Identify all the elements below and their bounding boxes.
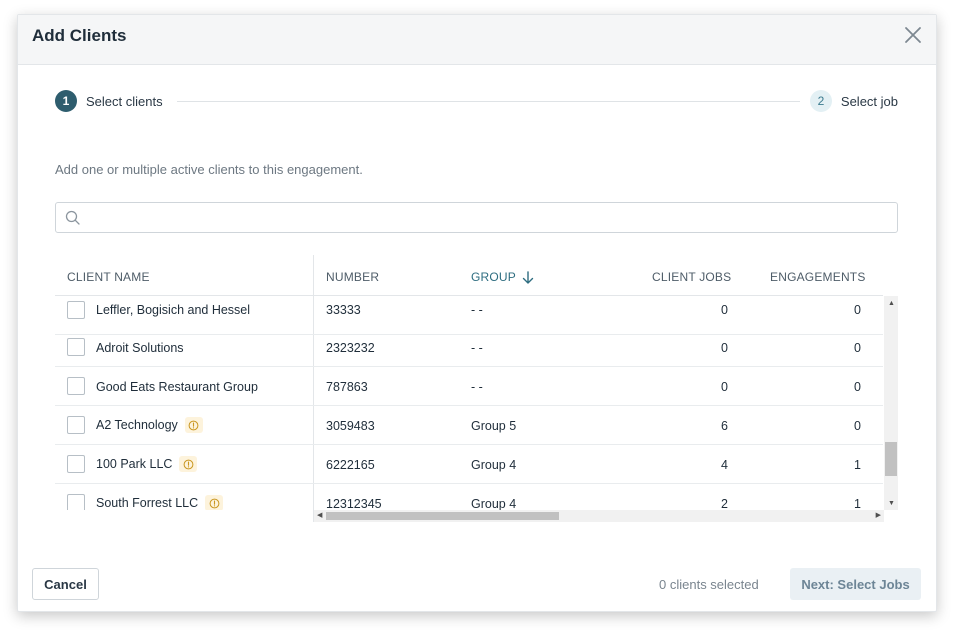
engagements-count: 0 (854, 380, 861, 394)
client-jobs-count: 0 (721, 380, 728, 394)
client-number: 3059483 (326, 419, 375, 433)
column-header-number[interactable]: NUMBER (326, 270, 380, 284)
client-name-cell: Leffler, Bogisich and Hessel (96, 303, 250, 317)
column-header-client-name[interactable]: CLIENT NAME (67, 270, 150, 284)
step-select-clients: 1 Select clients (55, 90, 163, 112)
row-checkbox[interactable] (67, 338, 85, 356)
client-group: - - (471, 380, 483, 394)
client-name: South Forrest LLC (96, 496, 199, 510)
column-header-engagements[interactable]: ENGAGEMENTS (770, 270, 866, 284)
modal-title: Add Clients (32, 26, 127, 45)
client-number: 12312345 (326, 497, 382, 510)
engagements-count: 1 (854, 458, 861, 472)
row-checkbox[interactable] (67, 494, 85, 510)
clients-table: CLIENT NAME NUMBER GROUP CLIENT JOBS ENG… (55, 255, 898, 522)
search-box[interactable] (55, 202, 898, 233)
row-checkbox[interactable] (67, 377, 85, 395)
close-icon (905, 27, 921, 43)
next-select-jobs-button[interactable]: Next: Select Jobs (790, 568, 921, 600)
client-group: Group 5 (471, 419, 517, 433)
table-row[interactable]: Adroit Solutions 2323232 - - 0 0 (55, 328, 883, 367)
engagements-count: 0 (854, 303, 861, 317)
add-clients-modal: Add Clients 1 Select clients 2 Select jo… (17, 14, 937, 612)
scroll-down-arrow-icon[interactable]: ▼ (888, 500, 895, 507)
scroll-left-arrow-icon[interactable]: ◀ (317, 512, 323, 519)
horizontal-scroll-thumb[interactable] (326, 512, 559, 520)
client-name-cell: A2 Technology (96, 417, 203, 433)
table-row[interactable]: Good Eats Restaurant Group 787863 - - 0 … (55, 367, 883, 406)
table-row[interactable]: South Forrest LLC 12312345 Group 4 2 1 (55, 484, 883, 510)
client-name: Leffler, Bogisich and Hessel (96, 303, 251, 317)
scroll-right-arrow-icon[interactable]: ▶ (875, 512, 881, 519)
client-name-cell: Adroit Solutions (96, 341, 184, 355)
client-group: Group 4 (471, 458, 517, 472)
client-jobs-count: 4 (721, 458, 728, 472)
selected-count-text: 0 clients selected (659, 577, 759, 592)
column-divider (313, 255, 314, 522)
client-jobs-count: 2 (721, 497, 728, 510)
client-group: Group 4 (471, 497, 517, 510)
warning-badge[interactable] (205, 495, 224, 510)
arrow-down-icon (522, 270, 534, 284)
step-label: Select job (840, 93, 898, 109)
table-body: Leffler, Bogisich and Hessel 33333 - - 0… (55, 296, 883, 510)
cancel-button[interactable]: Cancel (32, 568, 99, 600)
client-number: 6222165 (326, 458, 375, 472)
client-name-cell: South Forrest LLC (96, 495, 224, 510)
client-name: Adroit Solutions (96, 341, 184, 355)
table-row[interactable]: 100 Park LLC 6222165 Group 4 4 1 (55, 445, 883, 484)
warning-badge[interactable] (184, 417, 203, 433)
column-header-client-jobs[interactable]: CLIENT JOBS (652, 270, 732, 284)
client-number: 2323232 (326, 341, 375, 355)
row-checkbox[interactable] (67, 416, 85, 434)
client-jobs-count: 6 (721, 419, 728, 433)
close-button[interactable] (903, 25, 923, 45)
table-row[interactable]: Leffler, Bogisich and Hessel 33333 - - 0… (55, 296, 883, 335)
search-icon (65, 210, 80, 225)
table-row[interactable]: A2 Technology 3059483 Group 5 6 0 (55, 406, 883, 445)
client-group: - - (471, 341, 483, 355)
row-checkbox[interactable] (67, 455, 85, 473)
column-header-group-label: GROUP (471, 270, 517, 284)
warning-badge[interactable] (179, 456, 198, 472)
client-name: Good Eats Restaurant Group (96, 380, 258, 394)
row-checkbox[interactable] (67, 301, 85, 319)
client-name-cell: Good Eats Restaurant Group (96, 380, 258, 394)
step-number: 2 (809, 90, 832, 112)
client-name: 100 Park LLC (96, 457, 173, 471)
client-number: 33333 (326, 303, 361, 317)
scroll-up-arrow-icon[interactable]: ▲ (888, 300, 895, 307)
client-number: 787863 (326, 380, 368, 394)
client-name-cell: 100 Park LLC (96, 456, 198, 472)
table-header: CLIENT NAME NUMBER GROUP CLIENT JOBS ENG… (55, 255, 883, 296)
column-header-group[interactable]: GROUP (471, 270, 534, 284)
stepper-line (177, 101, 800, 102)
stepper: 1 Select clients 2 Select job (55, 90, 898, 112)
step-number: 1 (55, 90, 77, 112)
step-label: Select clients (86, 93, 163, 109)
engagements-count: 0 (854, 341, 861, 355)
vertical-scrollbar[interactable]: ▲ ▼ (884, 296, 898, 510)
client-name: A2 Technology (96, 418, 178, 432)
client-jobs-count: 0 (721, 303, 728, 317)
engagements-count: 1 (854, 497, 861, 510)
description-text: Add one or multiple active clients to th… (55, 162, 363, 177)
modal-header: Add Clients (18, 15, 936, 65)
client-group: - - (471, 303, 483, 317)
horizontal-scrollbar[interactable]: ◀ ▶ (314, 510, 884, 522)
info-circle-icon (183, 459, 194, 469)
engagements-count: 0 (854, 419, 861, 433)
client-jobs-count: 0 (721, 341, 728, 355)
step-select-job: 2 Select job (809, 90, 898, 112)
info-circle-icon (188, 420, 199, 430)
vertical-scroll-thumb[interactable] (885, 442, 897, 476)
info-circle-icon (209, 498, 220, 508)
search-input[interactable] (86, 207, 886, 229)
